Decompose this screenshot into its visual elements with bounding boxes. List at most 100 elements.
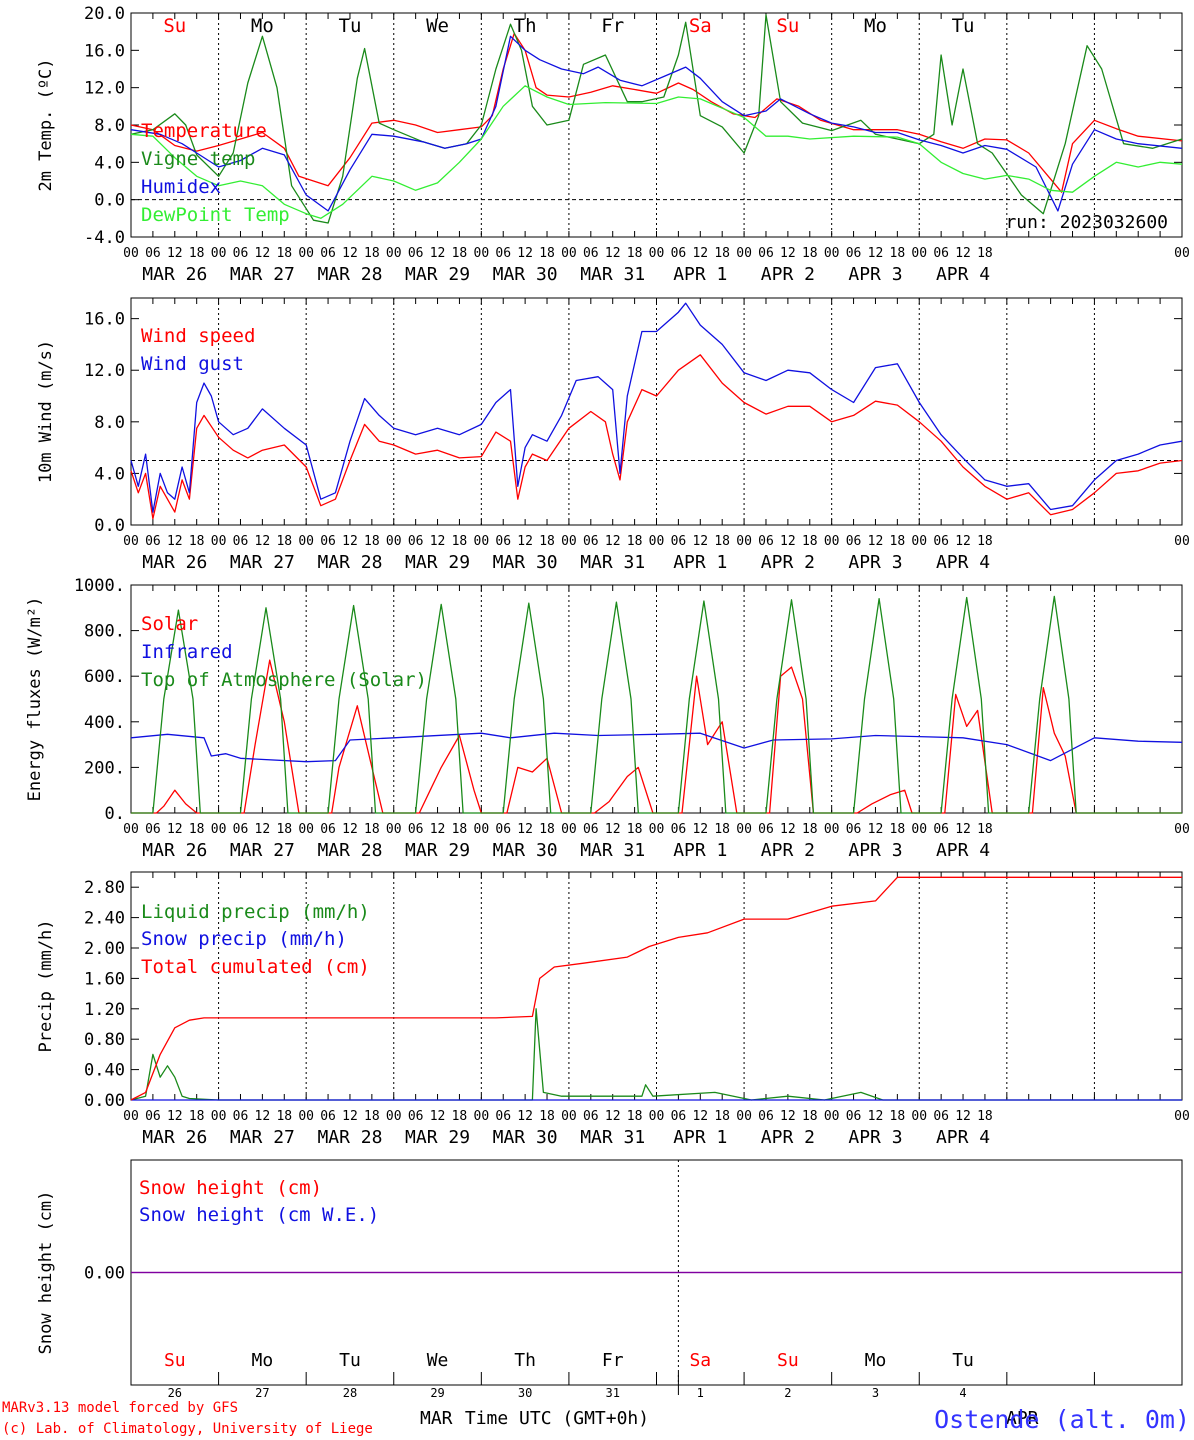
date-label-3: MAR 26	[142, 1127, 207, 1148]
y-tick-label-0: 20.0	[84, 4, 125, 24]
hour-tick-0: 00	[386, 246, 402, 261]
y-tick-label-2: 1000.	[74, 576, 125, 596]
weekday-label-bottom: Sa	[689, 1350, 711, 1371]
hour-tick-3: 12	[430, 1109, 446, 1124]
date-label-0: APR 3	[848, 264, 902, 285]
hour-tick-2: 00	[298, 822, 314, 837]
hour-tick-3: 00	[824, 1109, 840, 1124]
y-axis-label-4: Snow height (cm)	[36, 1191, 56, 1355]
hour-tick-1: 12	[342, 534, 358, 549]
y-tick-label-3: 0.80	[84, 1030, 125, 1050]
hour-tick-3: 00	[123, 1109, 139, 1124]
legend-entry: Humidex	[141, 176, 221, 198]
hour-tick-1: 12	[255, 534, 271, 549]
legend-entry: Wind gust	[141, 353, 244, 375]
hour-tick-2: 06	[671, 822, 687, 837]
series-line-temperature	[130, 32, 1183, 193]
y-tick-label-2: 200.	[84, 758, 125, 778]
weekday-label-top: Tu	[339, 15, 362, 37]
run-label: run: 2023032600	[1005, 212, 1168, 233]
hour-tick-1: 00	[649, 534, 665, 549]
y-axis-label-3: Precip (mm/h)	[36, 919, 56, 1052]
hour-tick-0: 06	[846, 246, 862, 261]
date-label-0: MAR 30	[493, 264, 558, 285]
hour-tick-1: 12	[167, 534, 183, 549]
panel-3: 0.00 0.40 0.80 1.20 1.60 2.00 2.40 2.80 Liquid p…	[36, 871, 1183, 1111]
y-tick-label-1: 8.0	[94, 413, 125, 433]
y-tick-label-2: 800.	[84, 622, 125, 642]
date-label-1: MAR 27	[230, 552, 295, 573]
hour-tick-1: 06	[671, 534, 687, 549]
hour-tick-3: 00	[736, 1109, 752, 1124]
date-number-bottom: 29	[430, 1386, 444, 1400]
hour-tick-3: 06	[495, 1109, 511, 1124]
y-axis-label-2: Energy fluxes (W/m²)	[25, 597, 45, 802]
credit-line-2: (c) Lab. of Climatology, University of L…	[2, 1421, 373, 1437]
hour-tick-2: 18	[364, 822, 380, 837]
hour-tick-0: 18	[189, 246, 205, 261]
hour-tick-3: 18	[977, 1109, 993, 1124]
station-label: Ostende (alt. 0m)	[934, 1405, 1190, 1434]
hour-tick-3: 00	[474, 1109, 490, 1124]
legend-entry: Vigne temp	[141, 148, 255, 170]
date-label-3: MAR 31	[580, 1127, 645, 1148]
hour-tick-3: 06	[408, 1109, 424, 1124]
hour-tick-2: 06	[758, 822, 774, 837]
date-number-bottom: 31	[605, 1386, 619, 1400]
hour-tick-0: 18	[364, 246, 380, 261]
date-label-1: MAR 29	[405, 552, 470, 573]
y-axis-label-1: 10m Wind (m/s)	[36, 340, 56, 483]
y-tick-label-3: 0.00	[84, 1091, 125, 1111]
hour-tick-2: 18	[627, 822, 643, 837]
hour-tick-2: 06	[846, 822, 862, 837]
hour-tick-3: 06	[233, 1109, 249, 1124]
hour-tick-2: 00	[824, 822, 840, 837]
hour-tick-2: 18	[452, 822, 468, 837]
date-label-0: MAR 28	[317, 264, 382, 285]
hour-tick-2: 18	[714, 822, 730, 837]
hour-tick-2: 12	[605, 822, 621, 837]
hour-tick-3: 06	[846, 1109, 862, 1124]
date-label-1: MAR 31	[580, 552, 645, 573]
hour-tick-2: 06	[408, 822, 424, 837]
hour-tick-0: 12	[430, 246, 446, 261]
hour-tick-1: 00	[211, 534, 227, 549]
panel-2: 0. 200. 400. 600. 800. 1000. Solar Infrared Top …	[25, 576, 1183, 824]
hour-tick-2: 00	[211, 822, 227, 837]
hour-tick-0: 12	[955, 246, 971, 261]
weekday-label-bottom: We	[427, 1350, 449, 1371]
hour-tick-3: 18	[714, 1109, 730, 1124]
weekday-label-bottom: Su	[777, 1350, 799, 1371]
y-tick-label-1: 12.0	[84, 361, 125, 381]
hour-tick-1: 18	[364, 534, 380, 549]
y-tick-label-4: 0.00	[84, 1264, 125, 1284]
date-label-0: MAR 31	[580, 264, 645, 285]
y-tick-label-3: 1.20	[84, 1000, 125, 1020]
weekday-label-top: Mo	[864, 15, 887, 37]
y-tick-label-0: 0.0	[94, 191, 125, 211]
month-label-apr: APR	[1006, 1408, 1039, 1429]
legend-entry: Top of Atmosphere (Solar)	[141, 669, 427, 691]
date-label-0: APR 4	[936, 264, 990, 285]
hour-tick-3: 12	[692, 1109, 708, 1124]
hour-tick-1: 06	[583, 534, 599, 549]
panel-4: 0.00 Snow height (cm) Snow height (cm W.E.…	[36, 1159, 1183, 1386]
y-tick-label-3: 2.40	[84, 909, 125, 929]
date-number-bottom: 4	[959, 1386, 966, 1400]
date-label-0: APR 1	[673, 264, 727, 285]
hour-tick-3: 06	[933, 1109, 949, 1124]
hour-tick-2: 12	[692, 822, 708, 837]
y-tick-label-2: 0.	[105, 804, 125, 824]
hour-tick-1: 18	[890, 534, 906, 549]
date-label-3: APR 1	[673, 1127, 727, 1148]
hour-tick-0: 06	[320, 246, 336, 261]
hour-tick-3: 12	[780, 1109, 796, 1124]
hour-tick-0: 00	[736, 246, 752, 261]
hour-tick-0: 00	[561, 246, 577, 261]
hour-tick-1: 00	[386, 534, 402, 549]
hour-tick-0: 12	[780, 246, 796, 261]
hour-tick-2: 06	[495, 822, 511, 837]
hour-tick-0: 06	[145, 246, 161, 261]
hour-tick-2: 18	[890, 822, 906, 837]
